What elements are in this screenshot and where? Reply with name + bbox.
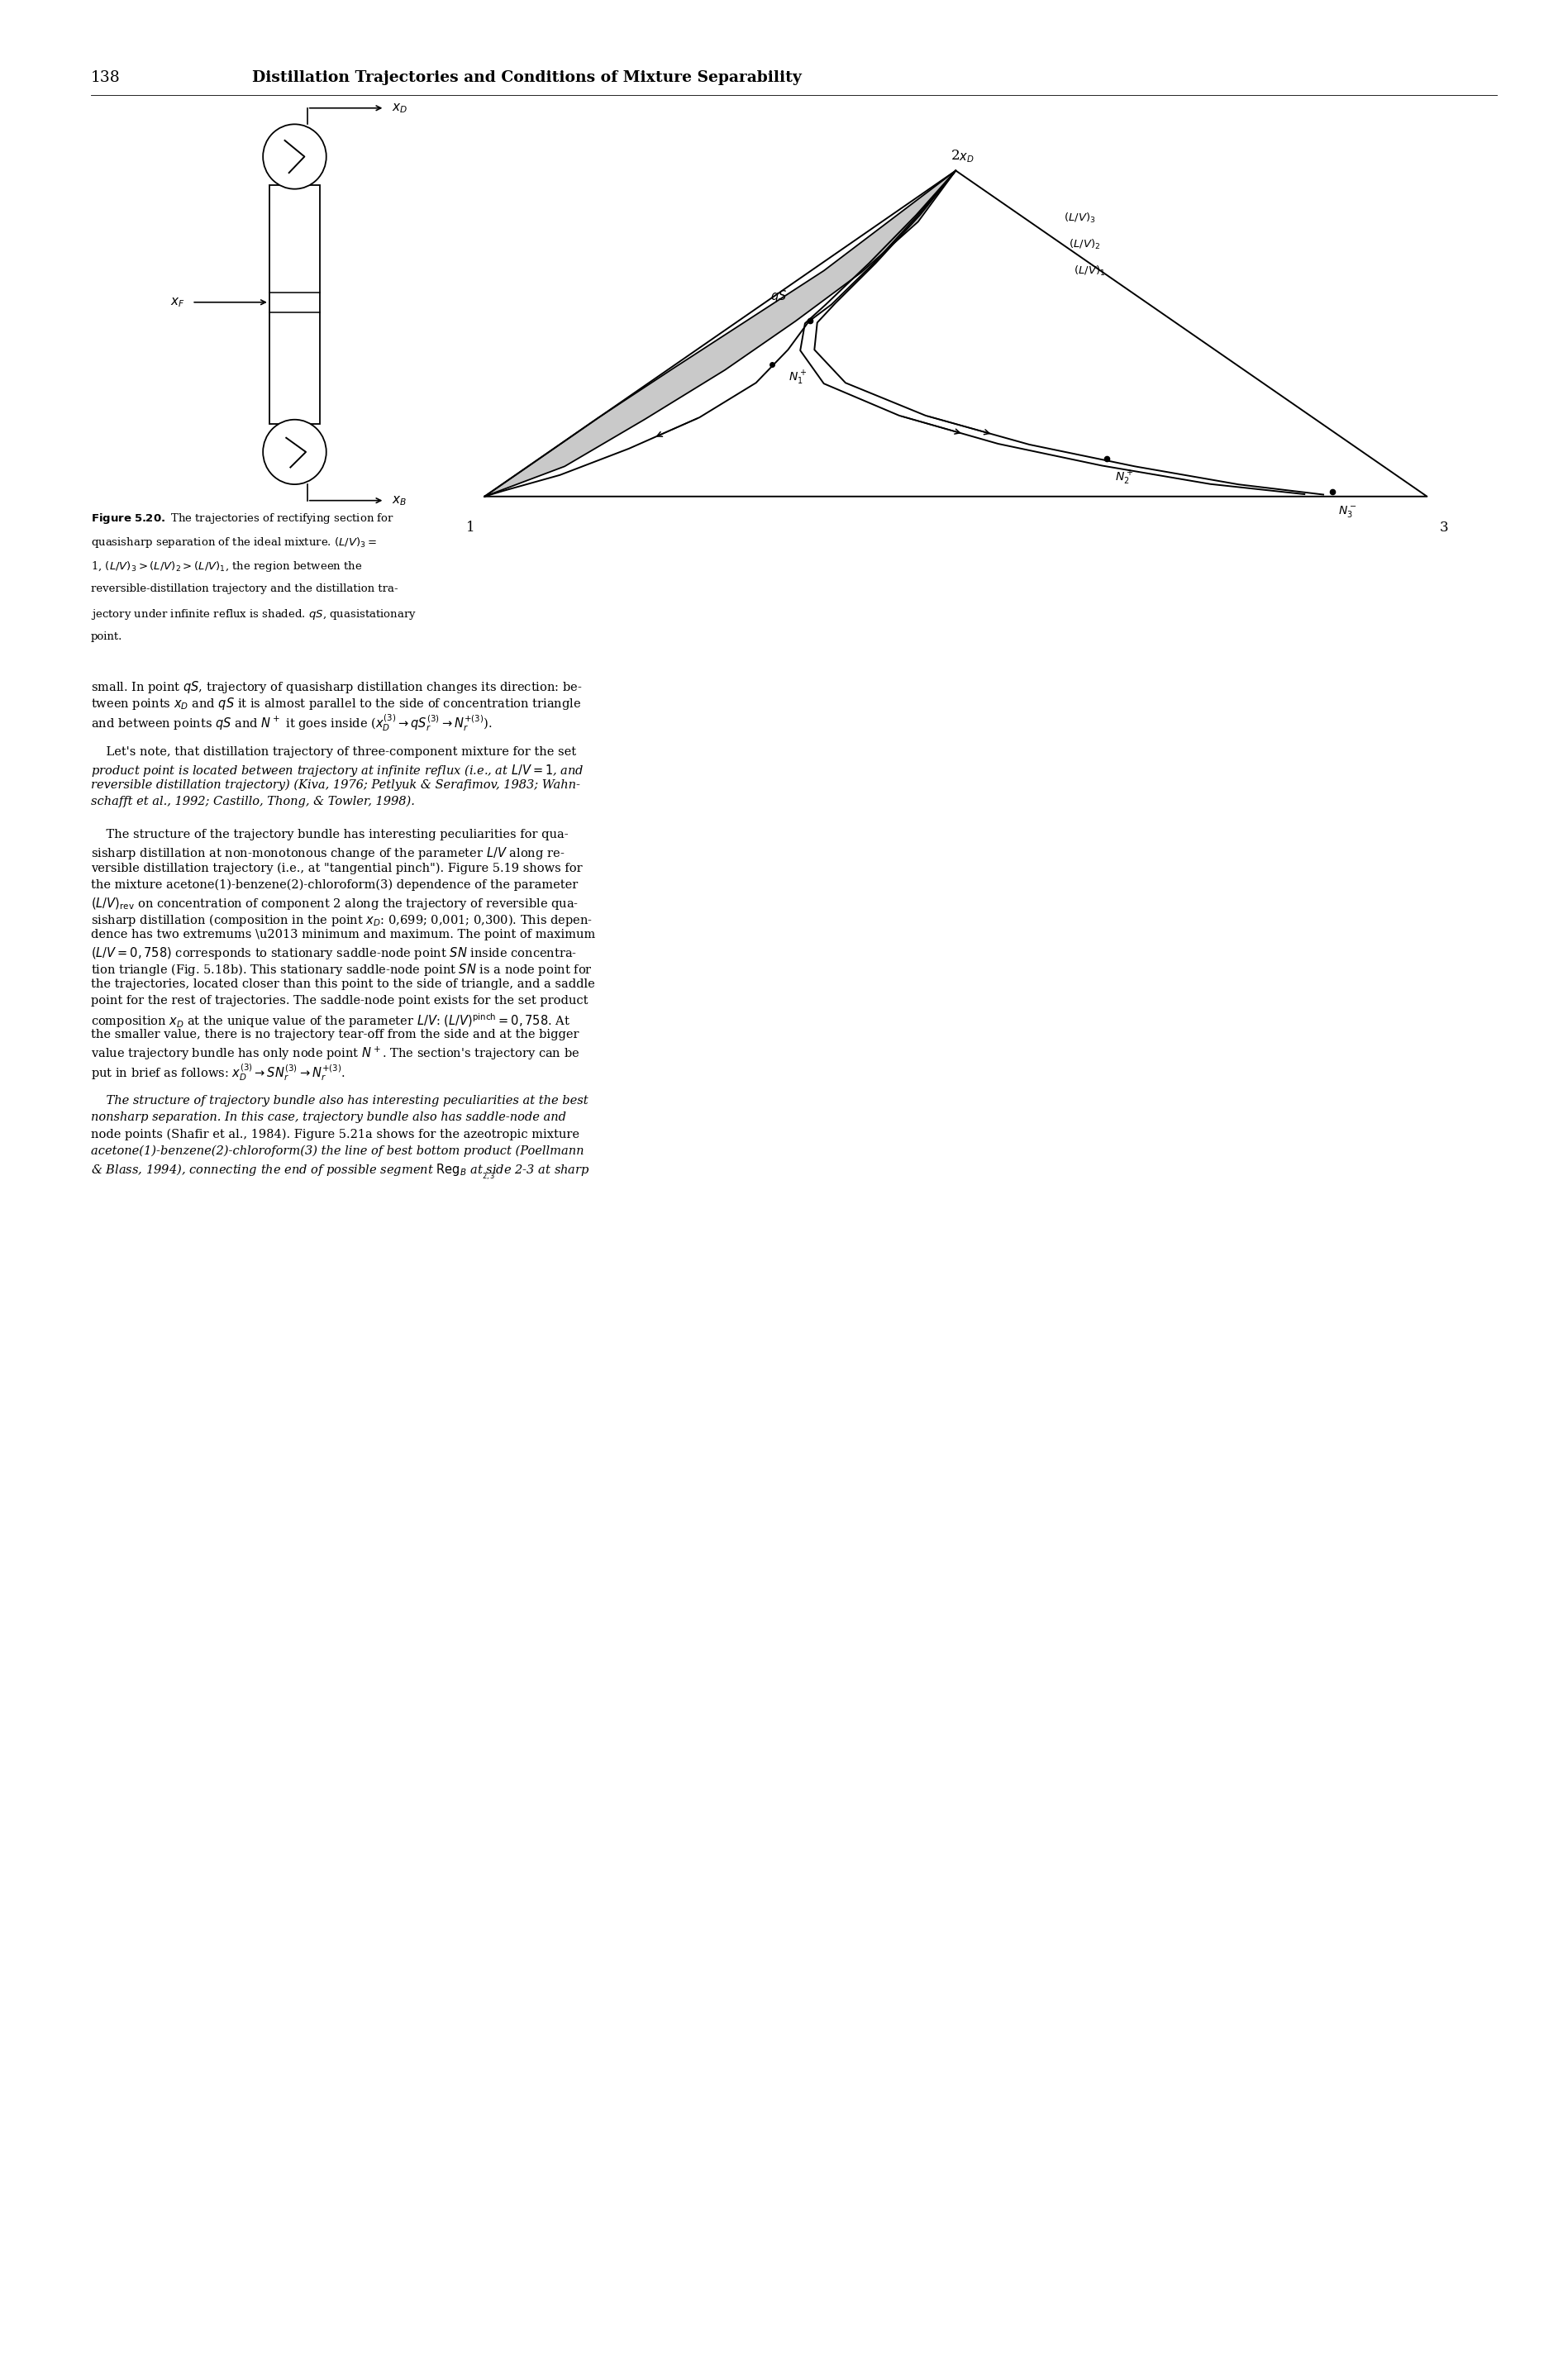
- Text: $N_3^-$: $N_3^-$: [1338, 505, 1357, 519]
- Text: 1: 1: [466, 521, 475, 536]
- Text: nonsharp separation. In this case, trajectory bundle also has saddle-node and: nonsharp separation. In this case, traje…: [91, 1111, 566, 1123]
- Text: and between points $qS$ and $N^+$ it goes inside ($x_D^{(3)} \rightarrow qS_r^{(: and between points $qS$ and $N^+$ it goe…: [91, 712, 492, 733]
- Text: sisharp distillation (composition in the point $x_D$: 0,699; 0,001; 0,300). This: sisharp distillation (composition in the…: [91, 912, 592, 928]
- Text: reversible distillation trajectory) (Kiva, 1976; Petlyuk & Serafimov, 1983; Wahn: reversible distillation trajectory) (Kiv…: [91, 778, 580, 790]
- Text: node points (Shafir et al., 1984). Figure 5.21a shows for the azeotropic mixture: node points (Shafir et al., 1984). Figur…: [91, 1128, 580, 1140]
- Text: $(L/V)_3$: $(L/V)_3$: [1064, 212, 1096, 226]
- Text: $(L/V = 0,758)$ corresponds to stationary saddle-node point $SN$ inside concentr: $(L/V = 0,758)$ corresponds to stationar…: [91, 945, 577, 962]
- Text: $x_F$: $x_F$: [170, 295, 184, 309]
- Text: product point is located between trajectory at infinite reflux (i.e., at $L/V = : product point is located between traject…: [91, 762, 585, 778]
- Text: point.: point.: [91, 631, 122, 643]
- Text: $N_2^+$: $N_2^+$: [1114, 469, 1133, 486]
- Text: $x_D$: $x_D$: [958, 152, 974, 164]
- Text: the smaller value, there is no trajectory tear-off from the side and at the bigg: the smaller value, there is no trajector…: [91, 1028, 578, 1040]
- Text: Distillation Trajectories and Conditions of Mixture Separability: Distillation Trajectories and Conditions…: [253, 71, 802, 86]
- Text: dence has two extremums \u2013 minimum and maximum. The point of maximum: dence has two extremums \u2013 minimum a…: [91, 928, 596, 940]
- Text: $(L/V)_2$: $(L/V)_2$: [1069, 238, 1100, 252]
- Text: $(L/V)_\mathrm{rev}$ on concentration of component 2 along the trajectory of rev: $(L/V)_\mathrm{rev}$ on concentration of…: [91, 895, 578, 912]
- Polygon shape: [485, 171, 957, 497]
- Text: 2: 2: [952, 148, 960, 162]
- Text: 138: 138: [91, 71, 120, 86]
- Text: $(L/V)_1$: $(L/V)_1$: [1074, 264, 1105, 278]
- Text: & Blass, 1994), connecting the end of possible segment $\mathrm{Reg}_B$ at side : & Blass, 1994), connecting the end of po…: [91, 1161, 589, 1178]
- Text: point for the rest of trajectories. The saddle-node point exists for the set pro: point for the rest of trajectories. The …: [91, 995, 588, 1007]
- Text: $qS$: $qS$: [771, 288, 788, 305]
- Text: jectory under infinite reflux is shaded. $qS$, quasistationary: jectory under infinite reflux is shaded.…: [91, 607, 416, 621]
- Text: put in brief as follows: $x_D^{(3)} \rightarrow SN_r^{(3)} \rightarrow N_r^{+(3): put in brief as follows: $x_D^{(3)} \rig…: [91, 1061, 345, 1083]
- Ellipse shape: [263, 419, 327, 483]
- Text: versible distillation trajectory (i.e., at "tangential pinch"). Figure 5.19 show: versible distillation trajectory (i.e., …: [91, 862, 581, 873]
- Text: tion triangle (Fig. 5.18b). This stationary saddle-node point $SN$ is a node poi: tion triangle (Fig. 5.18b). This station…: [91, 962, 592, 978]
- Text: value trajectory bundle has only node point $N^+$. The section's trajectory can : value trajectory bundle has only node po…: [91, 1045, 580, 1061]
- Text: reversible-distillation trajectory and the distillation tra-: reversible-distillation trajectory and t…: [91, 583, 399, 595]
- Text: $x_D$: $x_D$: [392, 102, 408, 114]
- Ellipse shape: [263, 124, 327, 188]
- Text: The structure of trajectory bundle also has interesting peculiarities at the bes: The structure of trajectory bundle also …: [91, 1095, 588, 1107]
- Text: Let's note, that distillation trajectory of three-component mixture for the set: Let's note, that distillation trajectory…: [91, 745, 575, 757]
- Text: schafft et al., 1992; Castillo, Thong, & Towler, 1998).: schafft et al., 1992; Castillo, Thong, &…: [91, 795, 414, 807]
- Text: the mixture acetone(1)-benzene(2)-chloroform(3) dependence of the parameter: the mixture acetone(1)-benzene(2)-chloro…: [91, 878, 578, 890]
- Text: acetone(1)-benzene(2)-chloroform(3) the line of best bottom product (Poellmann: acetone(1)-benzene(2)-chloroform(3) the …: [91, 1145, 583, 1157]
- Text: $N_1^+$: $N_1^+$: [789, 369, 807, 386]
- Text: 1, $(L/V)_3 > (L/V)_2 > (L/V)_1$, the region between the: 1, $(L/V)_3 > (L/V)_2 > (L/V)_1$, the re…: [91, 559, 363, 574]
- Text: $_{2,3}$: $_{2,3}$: [481, 1171, 495, 1180]
- Text: composition $x_D$ at the unique value of the parameter $L/V$: $(L/V)^\mathrm{pin: composition $x_D$ at the unique value of…: [91, 1011, 570, 1031]
- Bar: [269, 186, 320, 424]
- Text: quasisharp separation of the ideal mixture. $(L/V)_3 =$: quasisharp separation of the ideal mixtu…: [91, 536, 377, 550]
- Text: $\mathbf{Figure\ 5.20.}$ The trajectories of rectifying section for: $\mathbf{Figure\ 5.20.}$ The trajectorie…: [91, 512, 394, 526]
- Text: the trajectories, located closer than this point to the side of triangle, and a : the trajectories, located closer than th…: [91, 978, 594, 990]
- Text: small. In point $qS$, trajectory of quasisharp distillation changes its directio: small. In point $qS$, trajectory of quas…: [91, 678, 583, 695]
- Text: sisharp distillation at non-monotonous change of the parameter $L/V$ along re-: sisharp distillation at non-monotonous c…: [91, 845, 564, 862]
- Text: $x_B$: $x_B$: [392, 495, 406, 507]
- Text: 3: 3: [1440, 521, 1449, 536]
- Text: tween points $x_D$ and $qS$ it is almost parallel to the side of concentration t: tween points $x_D$ and $qS$ it is almost…: [91, 695, 581, 712]
- Text: The structure of the trajectory bundle has interesting peculiarities for qua-: The structure of the trajectory bundle h…: [91, 828, 567, 840]
